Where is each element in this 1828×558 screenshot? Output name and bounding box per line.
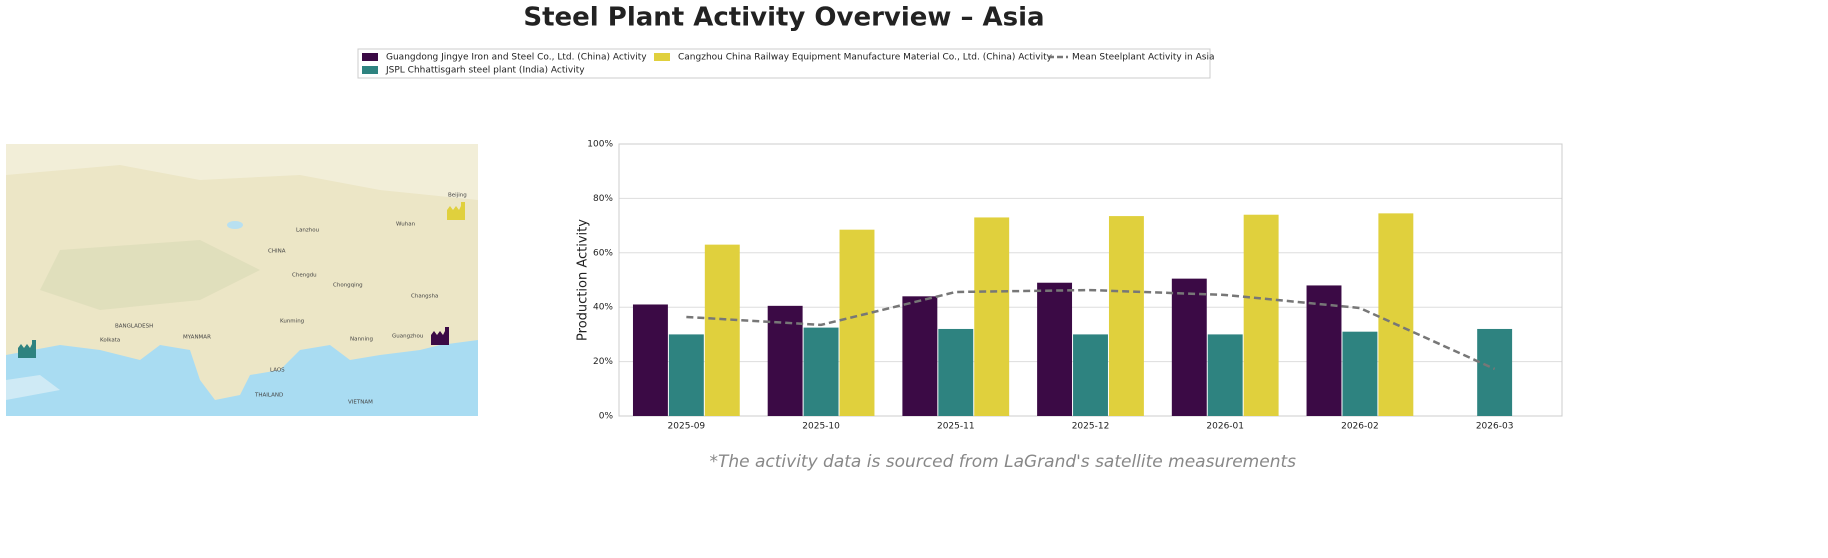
y-tick-label: 0% xyxy=(599,412,614,422)
plant-icon xyxy=(445,327,449,345)
legend-label: Cangzhou China Railway Equipment Manufac… xyxy=(678,53,1053,63)
x-tick-label: 2025-12 xyxy=(1072,422,1110,432)
map-sea xyxy=(6,340,478,416)
bar xyxy=(668,334,704,416)
legend-label: Mean Steelplant Activity in Asia xyxy=(1072,53,1214,63)
map-label: BANGLADESH xyxy=(115,324,153,330)
bar xyxy=(974,217,1010,416)
legend-label: Guangdong Jingye Iron and Steel Co., Ltd… xyxy=(386,53,647,63)
bar xyxy=(1073,334,1108,416)
map-label: MYANMAR xyxy=(183,335,211,341)
bar xyxy=(632,304,668,416)
map-sea-shallow xyxy=(6,375,60,400)
x-tick-label: 2025-11 xyxy=(937,422,975,432)
map-label: Chongqing xyxy=(333,283,363,289)
bar xyxy=(1171,278,1207,416)
bar xyxy=(902,296,938,416)
map-label: Beijing xyxy=(448,193,467,199)
x-tick-label: 2026-02 xyxy=(1341,422,1379,432)
bar xyxy=(803,327,839,416)
bar xyxy=(1243,214,1279,416)
map-lake xyxy=(227,221,243,229)
x-tick-label: 2026-03 xyxy=(1476,422,1514,432)
plant-icon xyxy=(431,335,445,345)
map-label: THAILAND xyxy=(254,393,283,399)
bar xyxy=(938,328,974,416)
map-label: Lanzhou xyxy=(296,228,319,234)
y-tick-label: 60% xyxy=(593,248,613,258)
bar xyxy=(1037,282,1073,416)
bar xyxy=(1378,213,1414,416)
bar xyxy=(1306,285,1342,416)
plant-icon xyxy=(18,344,32,348)
plant-icon xyxy=(447,206,461,210)
chart-title: Steel Plant Activity Overview – Asia xyxy=(523,3,1044,33)
plant-icon xyxy=(32,340,36,358)
map xyxy=(6,144,478,416)
legend-box xyxy=(357,48,1211,79)
x-tick-label: 2025-10 xyxy=(802,422,840,432)
y-tick-label: 40% xyxy=(593,303,613,313)
bar xyxy=(1342,331,1378,416)
y-tick-label: 20% xyxy=(593,357,613,367)
map-terrain xyxy=(40,240,260,310)
map-label: Nanning xyxy=(350,337,373,343)
plant-icon xyxy=(18,348,32,358)
plant-icon xyxy=(461,202,465,220)
map-label: Chengdu xyxy=(292,273,317,279)
bar xyxy=(1108,216,1144,416)
bar xyxy=(1207,334,1243,416)
y-tick-label: 100% xyxy=(587,140,613,150)
y-axis-label: Production Activity xyxy=(576,219,591,341)
legend-swatch xyxy=(362,66,378,74)
map-label: Kolkata xyxy=(100,338,120,344)
plant-icon xyxy=(431,331,445,335)
bar xyxy=(1477,328,1513,416)
map-label: Kunming xyxy=(280,319,304,325)
legend-label: JSPL Chhattisgarh steel plant (India) Ac… xyxy=(385,66,585,76)
legend-swatch xyxy=(654,53,670,61)
map-label: CHINA xyxy=(268,249,286,255)
legend-swatch xyxy=(362,53,378,61)
y-tick-label: 80% xyxy=(593,194,613,204)
plant-icon xyxy=(447,210,461,220)
mean-line xyxy=(686,288,1496,371)
bar xyxy=(704,244,740,416)
footnote: *The activity data is sourced from LaGra… xyxy=(709,452,1296,472)
map-label: LAOS xyxy=(270,368,285,374)
map-label: Guangzhou xyxy=(392,334,423,340)
x-tick-label: 2026-01 xyxy=(1206,422,1244,432)
map-label: VIETNAM xyxy=(348,400,373,406)
x-tick-label: 2025-09 xyxy=(668,422,706,432)
bar xyxy=(839,229,875,416)
map-desert xyxy=(6,144,478,200)
map-label: Wuhan xyxy=(396,222,416,228)
map-label: Changsha xyxy=(411,294,438,300)
